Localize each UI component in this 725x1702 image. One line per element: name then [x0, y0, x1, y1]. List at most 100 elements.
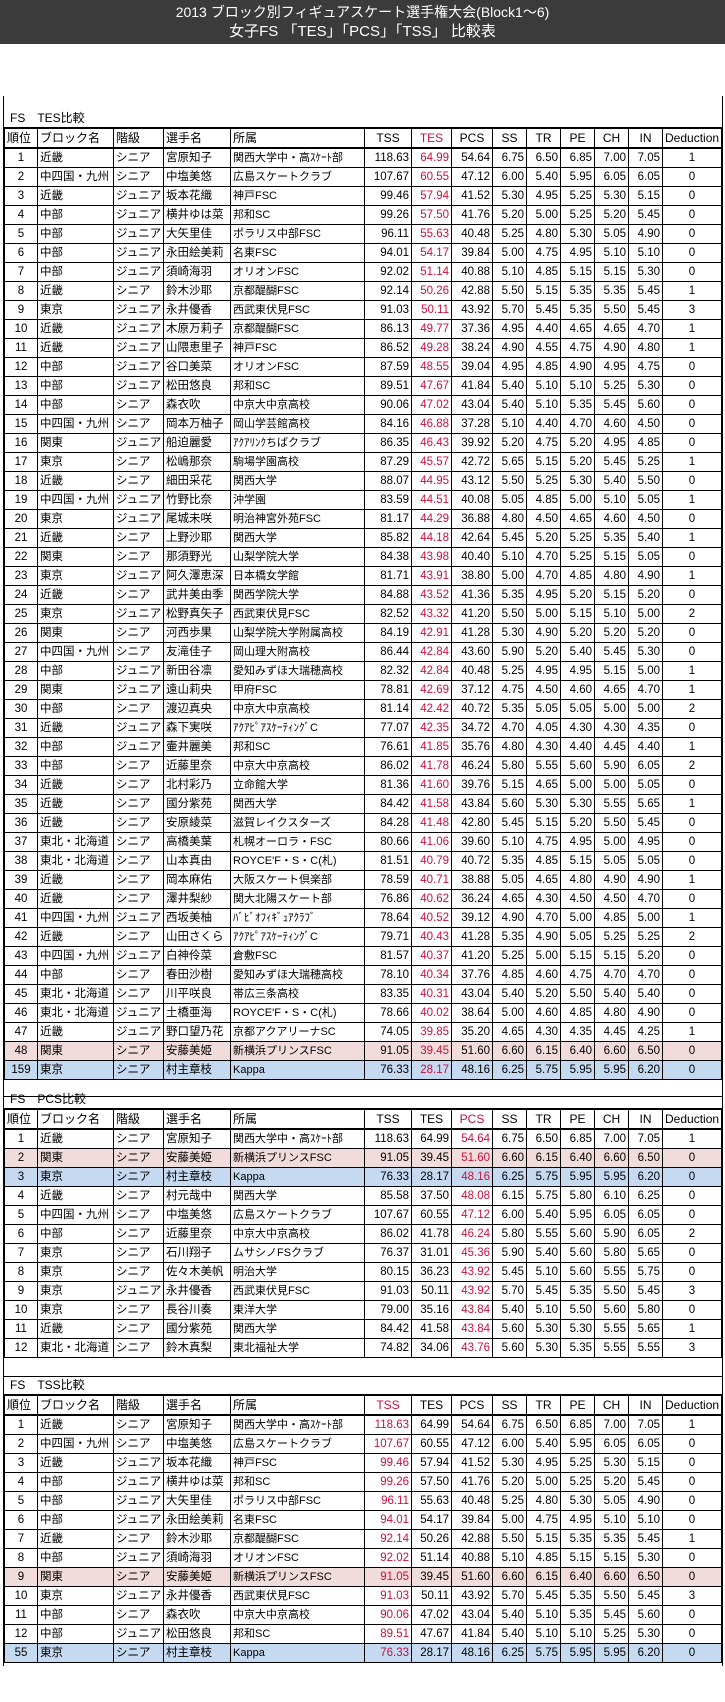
cell-ss: 6.60 [492, 1041, 527, 1061]
cell-tss: 85.58 [364, 1186, 412, 1206]
page-subtitle: 女子FS 「TES」「PCS」「TSS」 比較表 [229, 23, 496, 40]
cell-club: ｱｸｱﾘﾝｸちばクラブ [230, 433, 365, 453]
cell-pcs: 36.88 [451, 509, 493, 529]
table-row: 6 中部 シニア 近藤里奈 中京大中京高校 86.02 41.78 46.24 5.80 5.55… [4, 1224, 722, 1244]
cell-tr: 5.40 [526, 1205, 561, 1225]
cell-rank: 23 [4, 566, 38, 586]
column-header-block: ブロック名 [37, 1394, 114, 1416]
table-row: 12 中部 ジュニア 松田悠良 邦和SC 89.51 47.67 41.84 5.40 5.10 5… [4, 1624, 722, 1644]
cell-deduction: 1 [662, 1022, 722, 1042]
cell-tss: 74.05 [364, 1022, 412, 1042]
cell-in: 4.90 [628, 566, 663, 586]
table-row: 2 中四国・九州 シニア 中塩美悠 広島スケートクラブ 107.67 60.55 47.12 6… [4, 167, 722, 187]
cell-block: 近畿 [37, 471, 114, 491]
cell-in: 5.75 [628, 1262, 663, 1282]
cell-rank: 28 [4, 661, 38, 681]
cell-ss: 5.60 [492, 1338, 527, 1358]
cell-tr: 4.95 [526, 585, 561, 605]
cell-in: 5.05 [628, 851, 663, 871]
cell-pe: 5.35 [560, 1529, 595, 1549]
cell-rank: 25 [4, 604, 38, 624]
cell-pe: 6.85 [560, 1128, 595, 1149]
cell-ss: 5.25 [492, 661, 527, 681]
cell-tr: 5.45 [526, 300, 561, 320]
cell-ch: 5.55 [594, 794, 629, 814]
table-row: 46 東北・北海道 ジュニア 土橋亜海 ROYCE'F・S・C(札) 78.66 40.02… [4, 1003, 722, 1023]
cell-class: シニア [113, 1148, 164, 1168]
cell-pe: 5.15 [560, 851, 595, 871]
cell-pe: 5.50 [560, 1300, 595, 1320]
cell-pe: 6.40 [560, 1148, 595, 1168]
cell-tr: 5.10 [526, 1262, 561, 1282]
cell-ch: 4.50 [594, 889, 629, 909]
cell-tes: 51.14 [411, 262, 452, 282]
cell-tes: 50.26 [411, 1529, 452, 1549]
cell-club: 明治大学 [230, 1262, 365, 1282]
cell-in: 4.70 [628, 889, 663, 909]
cell-ss: 5.80 [492, 756, 527, 776]
cell-class: ジュニア [113, 186, 164, 206]
cell-rank: 10 [4, 1586, 38, 1606]
cell-rank: 8 [4, 1548, 38, 1568]
cell-ss: 5.00 [492, 243, 527, 263]
cell-club: 中京大中京高校 [230, 395, 365, 415]
cell-block: 中四国・九州 [37, 1434, 114, 1454]
cell-ch: 5.15 [594, 547, 629, 567]
cell-tr: 5.55 [526, 1224, 561, 1244]
cell-name: 須崎海羽 [163, 1548, 231, 1568]
cell-name: 安藤美姫 [163, 1148, 231, 1168]
cell-tss: 80.66 [364, 832, 412, 852]
cell-tr: 5.25 [526, 471, 561, 491]
cell-rank: 11 [4, 338, 38, 358]
table-row: 9 東京 ジュニア 永井優香 西武東伏見FSC 91.03 50.11 43.92 5.70 5.… [4, 300, 722, 320]
cell-in: 5.45 [628, 281, 663, 301]
cell-tr: 6.50 [526, 147, 561, 168]
cell-club: 新横浜プリンスFSC [230, 1567, 365, 1587]
table-row: 30 中部 シニア 渡辺真央 中京大中京高校 81.14 42.42 40.72 5.35 5.0… [4, 699, 722, 719]
cell-ch: 5.15 [594, 946, 629, 966]
cell-name: 友滝佳子 [163, 642, 231, 662]
cell-deduction: 0 [662, 1186, 722, 1206]
cell-ss: 5.70 [492, 1281, 527, 1301]
cell-tes: 39.45 [411, 1148, 452, 1168]
cell-club: 広島スケートクラブ [230, 1205, 365, 1225]
column-header-tss: TSS [364, 1108, 412, 1130]
cell-in: 5.15 [628, 1453, 663, 1473]
cell-ss: 6.00 [492, 1434, 527, 1454]
cell-in: 4.90 [628, 870, 663, 890]
cell-tr: 4.55 [526, 338, 561, 358]
cell-tss: 86.02 [364, 1224, 412, 1244]
cell-tes: 41.06 [411, 832, 452, 852]
cell-ss: 5.10 [492, 1548, 527, 1568]
cell-pcs: 39.92 [451, 433, 493, 453]
table-row: 44 中部 シニア 春田沙樹 愛知みずほ大瑞穂高校 78.10 40.34 37.76 4.85… [4, 965, 722, 985]
cell-tss: 85.82 [364, 528, 412, 548]
cell-ss: 5.10 [492, 547, 527, 567]
cell-in: 6.05 [628, 167, 663, 187]
column-header-pe: PE [560, 127, 595, 149]
cell-class: ジュニア [113, 490, 164, 510]
cell-ss: 4.65 [492, 1022, 527, 1042]
cell-deduction: 0 [662, 167, 722, 187]
cell-pe: 5.30 [560, 794, 595, 814]
cell-pcs: 43.84 [451, 794, 493, 814]
section-prefix: FS [10, 1092, 26, 1106]
column-header-tr: TR [526, 127, 561, 149]
cell-block: 近畿 [37, 813, 114, 833]
cell-deduction: 2 [662, 604, 722, 624]
cell-tss: 118.63 [364, 1128, 412, 1149]
cell-tr: 4.40 [526, 319, 561, 339]
cell-deduction: 3 [662, 1338, 722, 1358]
cell-deduction: 0 [662, 547, 722, 567]
cell-deduction: 0 [662, 1548, 722, 1568]
cell-ss: 5.15 [492, 775, 527, 795]
column-header-in: IN [628, 1108, 663, 1130]
cell-tss: 99.46 [364, 1453, 412, 1473]
cell-ch: 5.00 [594, 832, 629, 852]
column-header-pcs: PCS [451, 127, 493, 149]
cell-deduction: 0 [662, 718, 722, 738]
cell-in: 5.80 [628, 1300, 663, 1320]
cell-club: オリオンFSC [230, 1548, 365, 1568]
cell-club: 神戸FSC [230, 186, 365, 206]
cell-in: 7.05 [628, 1414, 663, 1435]
